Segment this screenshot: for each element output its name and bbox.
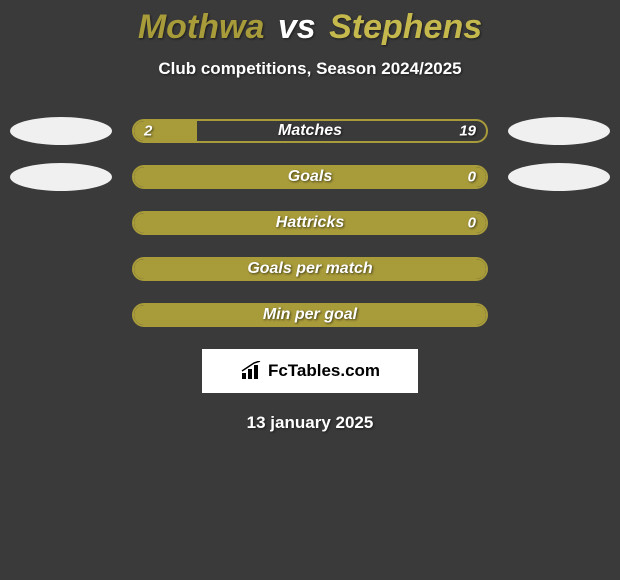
brand-label: FcTables.com bbox=[268, 361, 380, 381]
player2-avatar bbox=[508, 163, 610, 191]
stat-label: Goals bbox=[288, 168, 332, 186]
stats-container: 2 Matches 19 Goals 0 Hattricks 0 Goals per matc… bbox=[0, 119, 620, 327]
comparison-title: Mothwa vs Stephens bbox=[0, 0, 620, 47]
stat-row: Goals 0 bbox=[10, 165, 610, 189]
stat-value-left: 2 bbox=[144, 123, 152, 140]
stat-row: Min per goal bbox=[10, 303, 610, 327]
brand-box[interactable]: FcTables.com bbox=[202, 349, 418, 393]
player2-avatar bbox=[508, 117, 610, 145]
stat-bar: Min per goal bbox=[132, 303, 488, 327]
stat-row: 2 Matches 19 bbox=[10, 119, 610, 143]
stat-value-right: 19 bbox=[459, 123, 476, 140]
stat-value-right: 0 bbox=[468, 215, 476, 232]
stat-label: Matches bbox=[278, 122, 342, 140]
stat-value-right: 0 bbox=[468, 169, 476, 186]
stat-bar: 2 Matches 19 bbox=[132, 119, 488, 143]
stat-bar: Goals per match bbox=[132, 257, 488, 281]
player1-avatar bbox=[10, 117, 112, 145]
player2-name: Stephens bbox=[329, 8, 482, 46]
stat-label: Min per goal bbox=[263, 306, 357, 324]
vs-label: vs bbox=[278, 8, 316, 46]
stat-bar: Goals 0 bbox=[132, 165, 488, 189]
date-text: 13 january 2025 bbox=[0, 413, 620, 433]
stat-bar: Hattricks 0 bbox=[132, 211, 488, 235]
brand-text: FcTables.com bbox=[240, 361, 380, 381]
player1-name: Mothwa bbox=[138, 8, 265, 46]
stat-row: Goals per match bbox=[10, 257, 610, 281]
subtitle: Club competitions, Season 2024/2025 bbox=[0, 59, 620, 79]
stat-row: Hattricks 0 bbox=[10, 211, 610, 235]
chart-icon bbox=[240, 361, 264, 381]
player1-avatar bbox=[10, 163, 112, 191]
stat-label: Goals per match bbox=[247, 260, 372, 278]
stat-label: Hattricks bbox=[276, 214, 344, 232]
